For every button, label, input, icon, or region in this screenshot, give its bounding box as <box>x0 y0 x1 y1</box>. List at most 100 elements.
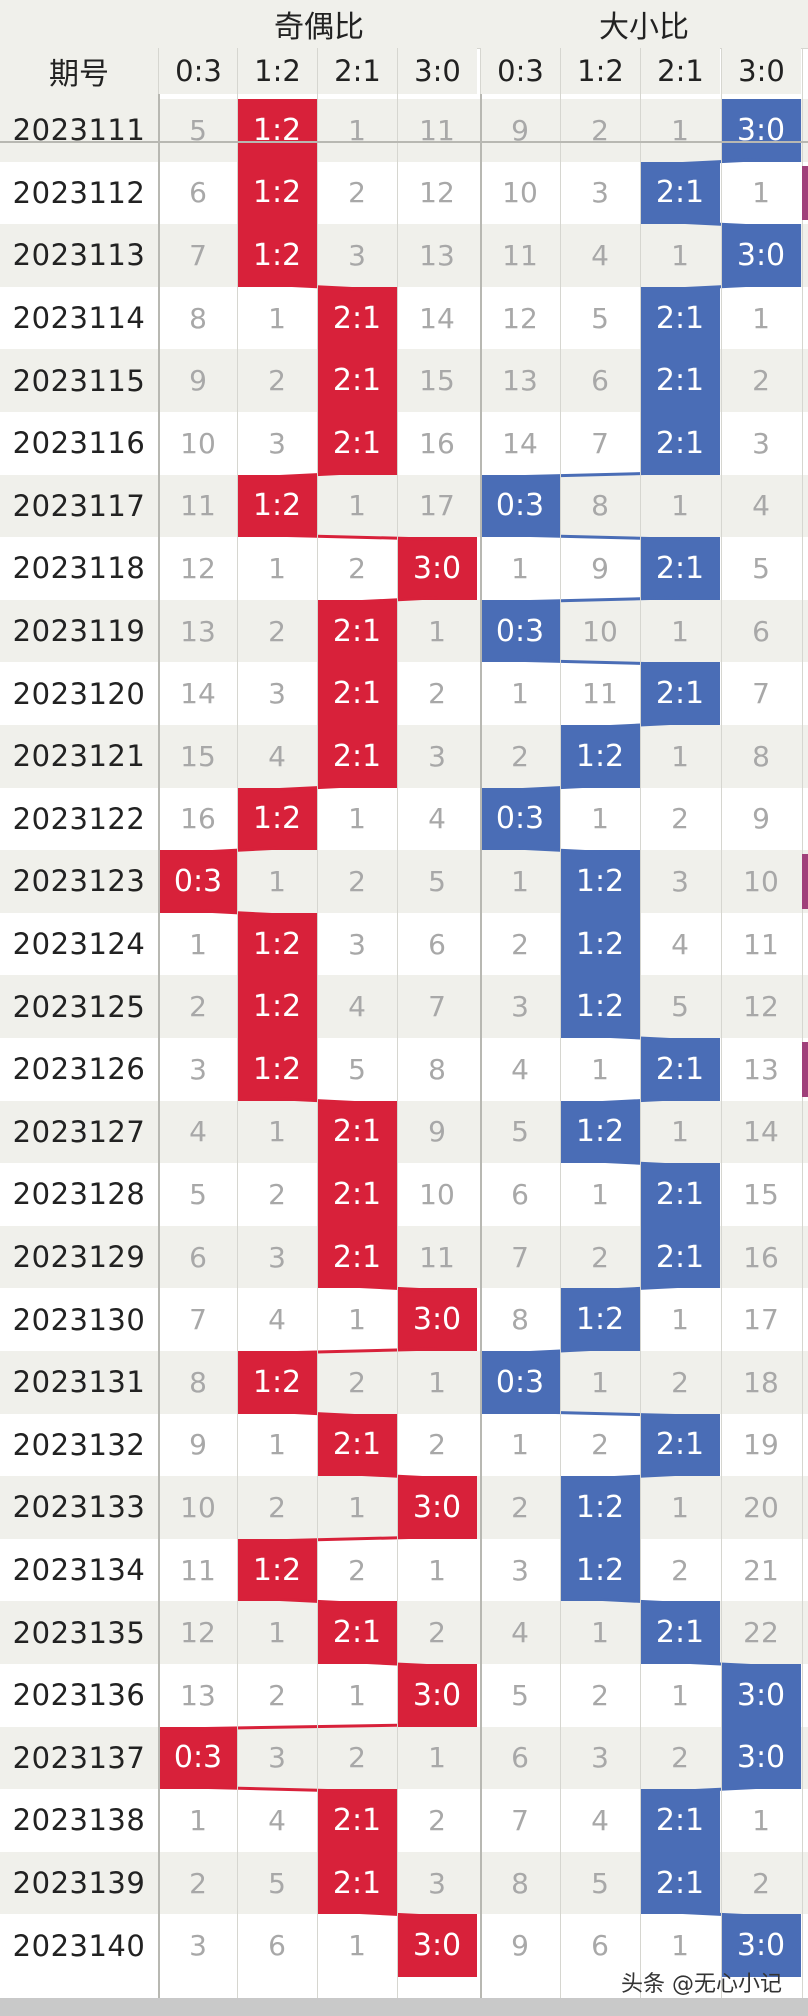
odd-even-miss-count: 11 <box>419 1240 455 1274</box>
odd-even-miss-count: 3 <box>348 238 366 272</box>
big-small-miss-count: 1 <box>671 1303 689 1337</box>
odd-even-miss-count: 5 <box>268 1866 286 1900</box>
odd-even-subheader-0: 0:3 <box>158 48 238 94</box>
big-small-miss-count: 12 <box>502 301 538 335</box>
issue-number: 2023136 <box>12 1678 146 1713</box>
big-small-miss-count: 19 <box>743 1428 779 1462</box>
big-small-miss-count: 1 <box>671 1115 689 1149</box>
issue-number: 2023135 <box>12 1615 146 1650</box>
odd-even-miss-count: 2 <box>268 364 286 398</box>
big-small-miss-count: 1 <box>671 739 689 773</box>
big-small-miss-count: 2 <box>671 1553 689 1587</box>
big-small-miss-count: 2 <box>752 364 770 398</box>
odd-even-miss-count: 11 <box>419 113 455 147</box>
issue-number: 2023116 <box>12 426 146 461</box>
column-divider <box>397 0 398 2016</box>
issue-number: 2023137 <box>12 1740 146 1775</box>
table-row <box>0 474 808 538</box>
odd-even-miss-count: 3 <box>189 1929 207 1963</box>
odd-even-miss-count: 2 <box>428 1616 446 1650</box>
odd-even-hit-cell: 1:2 <box>237 474 317 538</box>
big-small-miss-count: 1 <box>752 1803 770 1837</box>
odd-even-miss-count: 3 <box>189 1052 207 1086</box>
big-small-miss-count: 4 <box>752 489 770 523</box>
odd-even-hit-cell: 0:3 <box>158 850 238 913</box>
big-small-hit-cell: 1:2 <box>560 1100 640 1164</box>
issue-number: 2023124 <box>12 927 146 962</box>
odd-even-miss-count: 7 <box>428 990 446 1024</box>
odd-even-miss-count: 7 <box>189 1303 207 1337</box>
odd-even-subheader-1: 1:2 <box>237 48 317 94</box>
big-small-miss-count: 1 <box>671 113 689 147</box>
odd-even-miss-count: 1 <box>348 489 366 523</box>
odd-even-hit-cell: 2:1 <box>317 1225 397 1289</box>
big-small-hit-cell: 1:2 <box>560 912 640 976</box>
big-small-miss-count: 2 <box>752 1866 770 1900</box>
big-small-hit-cell: 2:1 <box>640 412 720 475</box>
big-small-miss-count: 1 <box>752 176 770 210</box>
big-small-hit-cell: 2:1 <box>640 537 720 600</box>
table-row <box>0 224 808 287</box>
big-small-hit-cell: 2:1 <box>640 349 720 412</box>
big-small-miss-count: 9 <box>511 113 529 147</box>
odd-even-hit-cell: 2:1 <box>317 662 397 725</box>
odd-even-miss-count: 3 <box>268 426 286 460</box>
odd-even-miss-count: 2 <box>268 1678 286 1712</box>
big-small-hit-cell: 3:0 <box>721 1664 801 1727</box>
big-small-miss-count: 12 <box>743 990 779 1024</box>
odd-even-miss-count: 13 <box>419 238 455 272</box>
big-small-hit-cell: 1:2 <box>560 1538 640 1602</box>
odd-even-miss-count: 3 <box>268 677 286 711</box>
big-small-miss-count: 16 <box>743 1240 779 1274</box>
odd-even-miss-count: 1 <box>348 1303 366 1337</box>
big-small-miss-count: 2 <box>591 1428 609 1462</box>
issue-number: 2023132 <box>12 1427 146 1462</box>
odd-even-hit-cell: 2:1 <box>317 599 397 663</box>
issue-number: 2023131 <box>12 1365 146 1400</box>
big-small-miss-count: 4 <box>591 1803 609 1837</box>
odd-even-miss-count: 2 <box>428 1428 446 1462</box>
big-small-hit-cell: 2:1 <box>640 161 720 225</box>
big-small-miss-count: 2 <box>511 739 529 773</box>
big-small-miss-count: 8 <box>752 739 770 773</box>
issue-number: 2023134 <box>12 1553 146 1588</box>
big-small-group-title: 大小比 <box>480 0 808 48</box>
big-small-hit-cell: 1:2 <box>560 850 640 913</box>
column-divider <box>721 0 722 2016</box>
odd-even-miss-count: 12 <box>180 1616 216 1650</box>
odd-even-miss-count: 8 <box>189 301 207 335</box>
big-small-miss-count: 8 <box>591 489 609 523</box>
column-divider <box>480 0 482 2016</box>
odd-even-miss-count: 1 <box>428 1365 446 1399</box>
table-row <box>0 1100 808 1164</box>
big-small-miss-count: 5 <box>752 551 770 585</box>
table-row <box>0 1538 808 1602</box>
odd-even-hit-cell: 3:0 <box>397 1476 477 1539</box>
odd-even-miss-count: 1 <box>348 1678 366 1712</box>
big-small-miss-count: 13 <box>502 364 538 398</box>
big-small-miss-count: 2 <box>591 1678 609 1712</box>
edge-marker <box>802 165 808 221</box>
odd-even-miss-count: 5 <box>189 113 207 147</box>
odd-even-miss-count: 6 <box>428 927 446 961</box>
big-small-miss-count: 1 <box>511 1428 529 1462</box>
big-small-subheader-0: 0:3 <box>480 48 560 94</box>
odd-even-hit-cell: 3:0 <box>397 1288 477 1351</box>
odd-even-miss-count: 11 <box>180 489 216 523</box>
odd-even-miss-count: 3 <box>348 927 366 961</box>
big-small-miss-count: 3 <box>752 426 770 460</box>
odd-even-miss-count: 1 <box>189 1803 207 1837</box>
big-small-miss-count: 5 <box>591 301 609 335</box>
issue-number: 2023133 <box>12 1490 146 1525</box>
odd-even-hit-cell: 1:2 <box>237 99 317 162</box>
odd-even-miss-count: 5 <box>189 1177 207 1211</box>
big-small-miss-count: 1 <box>591 1177 609 1211</box>
table-row <box>0 1726 808 1790</box>
odd-even-miss-count: 1 <box>348 1929 366 1963</box>
big-small-miss-count: 1 <box>511 677 529 711</box>
odd-even-hit-cell: 2:1 <box>317 1601 397 1664</box>
odd-even-miss-count: 10 <box>180 1490 216 1524</box>
odd-even-miss-count: 2 <box>348 176 366 210</box>
odd-even-hit-cell: 1:2 <box>237 912 317 976</box>
odd-even-miss-count: 4 <box>268 1303 286 1337</box>
